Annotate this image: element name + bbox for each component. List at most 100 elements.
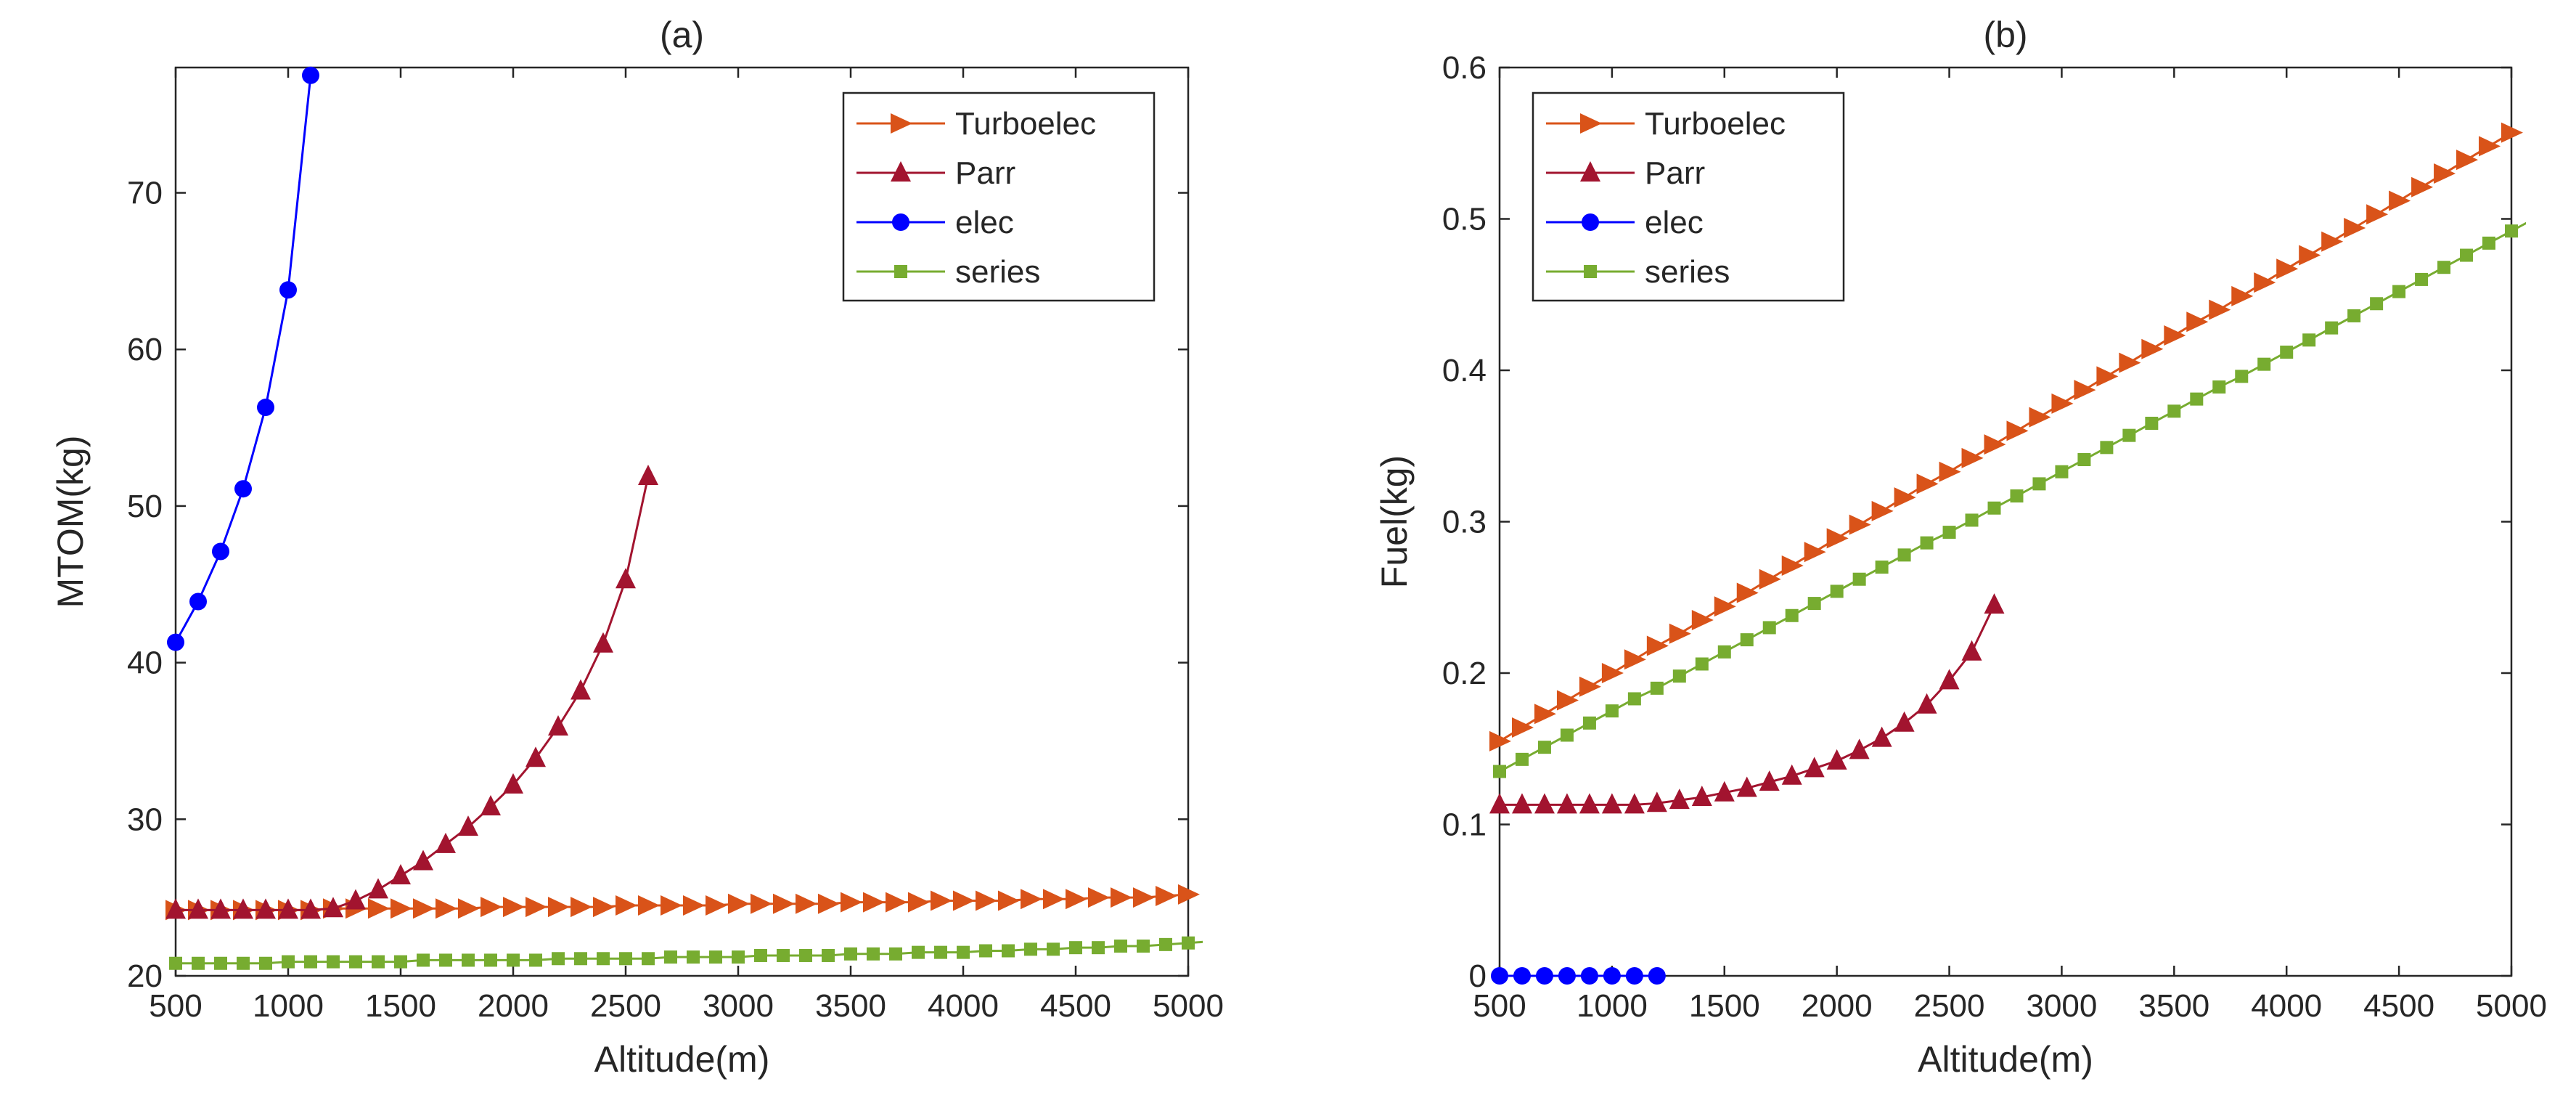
data-point-series xyxy=(754,948,767,962)
data-point-parr xyxy=(368,878,388,899)
data-point-parr xyxy=(1489,793,1510,814)
data-point-series xyxy=(462,953,475,967)
data-point-turboelec xyxy=(1939,461,1961,482)
data-point-parr xyxy=(1646,791,1667,812)
data-point-turboelec xyxy=(458,898,480,919)
legend-marker xyxy=(894,265,907,278)
data-point-series xyxy=(1740,633,1754,647)
data-point-turboelec xyxy=(2141,338,2164,359)
data-point-parr xyxy=(1759,770,1780,791)
data-point-turboelec xyxy=(1871,500,1894,521)
legend-marker xyxy=(891,113,912,134)
data-point-turboelec xyxy=(1961,447,1984,468)
data-point-turboelec xyxy=(1916,473,1939,494)
data-point-turboelec xyxy=(1759,569,1781,590)
data-point-turboelec xyxy=(863,892,885,913)
data-point-series xyxy=(304,955,317,969)
x-tick-label: 5000 xyxy=(2476,988,2547,1024)
data-point-turboelec xyxy=(1601,663,1624,683)
data-point-series xyxy=(2392,285,2406,298)
legend: Turboelec Parr elec series xyxy=(1532,91,1845,302)
data-point-series xyxy=(2415,272,2429,286)
data-point-parr xyxy=(300,898,321,919)
data-point-parr xyxy=(548,715,568,736)
data-point-series xyxy=(1560,728,1574,742)
data-point-series xyxy=(1114,940,1127,953)
data-point-series xyxy=(2055,465,2069,478)
data-point-turboelec xyxy=(2164,325,2186,346)
data-point-series xyxy=(2100,441,2114,455)
data-point-turboelec xyxy=(796,893,817,914)
data-point-series xyxy=(2437,261,2451,274)
y-tick-label: 0.5 xyxy=(1442,202,1487,237)
data-point-series xyxy=(1537,741,1551,754)
data-point-turboelec xyxy=(2479,136,2501,157)
data-point-turboelec xyxy=(818,893,840,914)
data-point-turboelec xyxy=(1489,730,1511,751)
data-point-series xyxy=(1920,536,1934,550)
data-point-turboelec xyxy=(2209,299,2231,320)
legend-label: Parr xyxy=(955,155,1015,191)
data-point-parr xyxy=(1961,640,1982,661)
legend-item-turboelec: Turboelec xyxy=(856,106,1096,142)
y-tick-label: 50 xyxy=(127,489,163,524)
data-point-series xyxy=(687,950,700,964)
data-point-turboelec xyxy=(2434,163,2456,184)
data-point-turboelec xyxy=(751,893,772,914)
data-point-series xyxy=(574,952,587,966)
data-point-parr xyxy=(616,568,636,589)
data-point-turboelec xyxy=(2231,285,2254,306)
data-point-turboelec xyxy=(976,890,997,911)
legend-label: series xyxy=(955,254,1040,290)
data-point-parr xyxy=(1624,793,1645,814)
data-point-series xyxy=(1965,513,1979,527)
data-point-parr xyxy=(1669,789,1690,810)
data-point-series xyxy=(529,953,542,967)
legend-marker xyxy=(1584,265,1597,278)
data-point-turboelec xyxy=(2299,245,2321,266)
data-point-series xyxy=(2482,236,2496,250)
legend-item-turboelec: Turboelec xyxy=(1546,106,1786,142)
series-turboelec xyxy=(165,884,1200,921)
data-point-turboelec xyxy=(706,895,727,916)
y-tick-label: 0 xyxy=(1469,958,1487,994)
x-tick-label: 5000 xyxy=(1153,988,1224,1024)
data-point-elec xyxy=(212,542,229,561)
data-point-series xyxy=(1650,681,1664,695)
data-point-parr xyxy=(1826,749,1847,770)
legend-marker xyxy=(1582,213,1599,231)
data-point-elec xyxy=(189,592,207,611)
data-point-series xyxy=(1762,621,1776,635)
data-point-parr xyxy=(1871,726,1892,747)
x-tick-label: 4500 xyxy=(2363,988,2434,1024)
data-point-parr xyxy=(571,679,591,700)
data-point-turboelec xyxy=(998,890,1020,911)
x-tick-label: 4000 xyxy=(928,988,999,1024)
data-point-series xyxy=(394,955,407,969)
x-tick-label: 2000 xyxy=(478,988,549,1024)
legend-label: elec xyxy=(1645,205,1704,240)
data-point-parr xyxy=(1984,593,2005,614)
data-point-turboelec xyxy=(1556,690,1579,711)
y-tick-label: 0.1 xyxy=(1442,807,1487,843)
data-point-parr xyxy=(413,850,433,871)
data-point-elec xyxy=(1535,967,1553,985)
x-tick-label: 3000 xyxy=(2026,988,2097,1024)
chart-title: (b) xyxy=(1983,15,2027,55)
y-axis-label: MTOM(kg) xyxy=(50,436,91,608)
legend-marker xyxy=(892,213,909,231)
data-point-parr xyxy=(345,889,366,910)
data-point-series xyxy=(2010,489,2024,503)
data-point-turboelec xyxy=(548,897,570,918)
data-point-parr xyxy=(1534,793,1555,814)
data-point-series xyxy=(709,950,722,964)
data-point-elec xyxy=(1491,967,1508,985)
data-point-turboelec xyxy=(1624,649,1646,670)
data-point-series xyxy=(597,952,610,966)
data-point-turboelec xyxy=(1984,434,2006,455)
data-point-turboelec xyxy=(886,892,907,913)
data-point-series xyxy=(349,955,362,969)
data-point-parr xyxy=(593,632,613,653)
data-point-series xyxy=(912,945,925,959)
data-point-turboelec xyxy=(571,897,592,918)
